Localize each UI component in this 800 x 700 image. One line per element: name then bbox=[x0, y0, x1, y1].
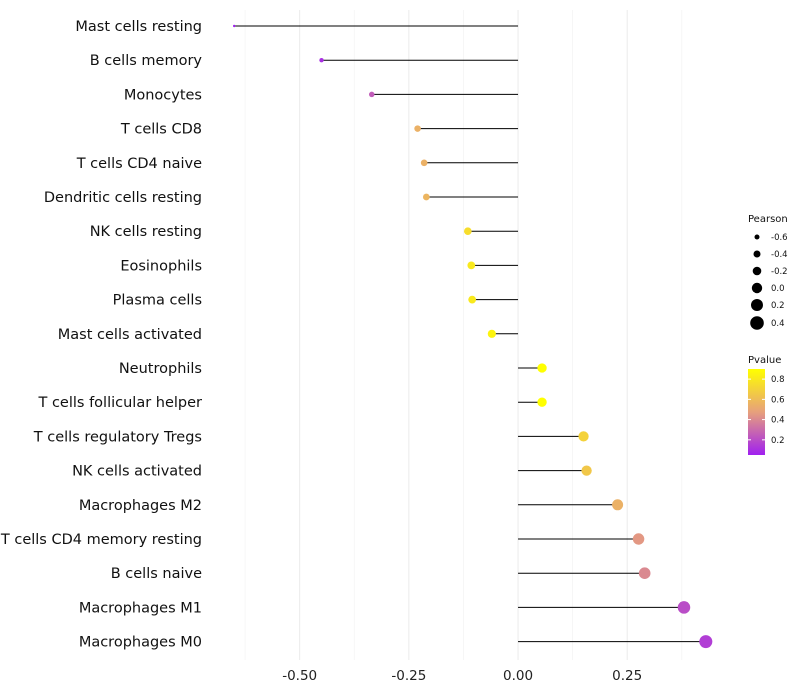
y-tick-label: Plasma cells bbox=[113, 293, 202, 309]
y-tick-label: T cells follicular helper bbox=[37, 395, 202, 411]
size-legend-dot bbox=[751, 282, 763, 294]
size-legend-label: -0.4 bbox=[771, 250, 788, 260]
size-legend-dot bbox=[750, 316, 764, 330]
y-tick-label: T cells CD4 memory resting bbox=[0, 532, 202, 548]
y-tick-label: Eosinophils bbox=[120, 258, 202, 274]
data-point bbox=[232, 24, 236, 28]
y-tick-label: B cells naive bbox=[111, 566, 202, 582]
x-tick-label: -0.25 bbox=[391, 668, 426, 684]
y-tick-label: Macrophages M1 bbox=[79, 600, 202, 616]
data-point bbox=[319, 58, 324, 63]
y-tick-label: Monocytes bbox=[124, 87, 202, 103]
data-point bbox=[368, 91, 375, 98]
y-tick-label: Mast cells resting bbox=[75, 19, 202, 35]
data-point bbox=[581, 465, 592, 476]
data-point bbox=[612, 499, 624, 511]
data-point bbox=[638, 567, 651, 580]
y-tick-label: Mast cells activated bbox=[58, 327, 202, 343]
y-tick-label: NK cells resting bbox=[90, 224, 202, 240]
size-legend-label: 0.2 bbox=[771, 301, 785, 311]
data-point bbox=[467, 261, 476, 270]
data-point bbox=[414, 125, 421, 132]
size-legend-label: -0.2 bbox=[771, 267, 788, 277]
size-legend-label: -0.6 bbox=[771, 233, 788, 243]
data-point bbox=[578, 431, 589, 442]
y-tick-label: Macrophages M2 bbox=[79, 498, 202, 514]
size-legend-dot bbox=[754, 234, 760, 240]
data-point bbox=[677, 601, 691, 614]
size-legend-dot bbox=[751, 299, 763, 311]
x-tick-label: -0.50 bbox=[282, 668, 317, 684]
y-tick-label: T cells CD4 naive bbox=[76, 156, 202, 172]
data-point bbox=[487, 329, 496, 338]
size-legend-dot bbox=[753, 250, 761, 258]
color-legend-label: 0.4 bbox=[771, 416, 785, 426]
color-legend-label: 0.6 bbox=[771, 395, 785, 405]
data-point bbox=[468, 295, 477, 304]
y-tick-label: T cells CD8 bbox=[120, 122, 202, 138]
x-tick-label: 0.00 bbox=[503, 668, 533, 684]
x-tick-label: 0.25 bbox=[612, 668, 642, 684]
color-legend-bar bbox=[748, 369, 765, 455]
data-point bbox=[537, 363, 547, 373]
y-tick-label: Dendritic cells resting bbox=[44, 190, 202, 206]
data-point bbox=[699, 635, 713, 649]
color-legend-title: Pvalue bbox=[748, 355, 781, 366]
color-legend-label: 0.8 bbox=[771, 375, 785, 385]
size-legend-dot bbox=[752, 266, 762, 276]
data-point bbox=[422, 193, 430, 201]
data-point bbox=[463, 227, 472, 236]
size-legend-title: Pearson bbox=[748, 214, 788, 225]
data-point bbox=[632, 533, 645, 545]
y-tick-label: T cells regulatory Tregs bbox=[33, 429, 202, 445]
data-point bbox=[420, 159, 428, 167]
y-tick-label: Neutrophils bbox=[119, 361, 202, 377]
data-point bbox=[537, 397, 547, 407]
y-tick-label: B cells memory bbox=[90, 53, 203, 69]
y-tick-label: Macrophages M0 bbox=[79, 635, 202, 651]
y-tick-label: NK cells activated bbox=[72, 464, 202, 480]
size-legend-label: 0.4 bbox=[771, 319, 785, 329]
size-legend-label: 0.0 bbox=[771, 284, 785, 294]
color-legend-label: 0.2 bbox=[771, 436, 785, 446]
